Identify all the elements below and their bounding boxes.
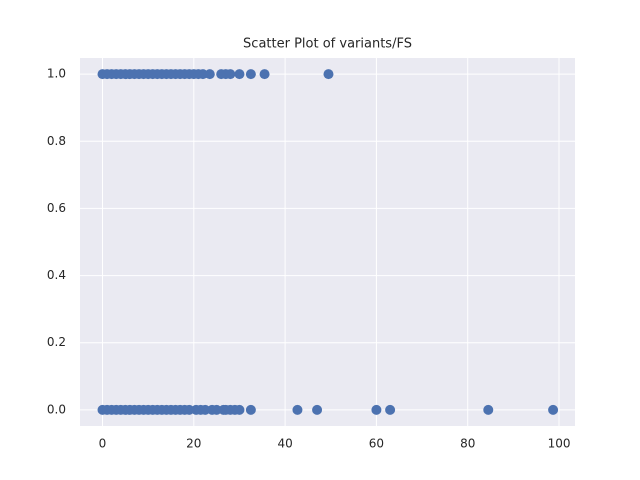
point xyxy=(197,69,208,80)
y-tick-label: 1.0 xyxy=(47,67,66,81)
point xyxy=(312,404,323,415)
point xyxy=(548,404,559,415)
point xyxy=(371,404,382,415)
x-tick-label: 0 xyxy=(99,437,107,451)
y-tick-label: 0.8 xyxy=(47,134,66,148)
point xyxy=(200,404,211,415)
point xyxy=(211,404,222,415)
point xyxy=(245,404,256,415)
y-tick-label: 0.4 xyxy=(47,268,66,282)
point xyxy=(483,404,494,415)
point xyxy=(204,69,215,80)
point xyxy=(245,69,256,80)
x-tick-label: 40 xyxy=(277,437,292,451)
x-tick-label: 60 xyxy=(369,437,384,451)
point xyxy=(323,69,334,80)
y-tick-label: 0.2 xyxy=(47,335,66,349)
y-tick-label: 0.0 xyxy=(47,402,66,416)
point xyxy=(259,69,270,80)
point xyxy=(234,69,245,80)
chart-title: Scatter Plot of variants/FS xyxy=(243,37,412,52)
x-tick-label: 100 xyxy=(548,437,571,451)
x-tick-label: 20 xyxy=(186,437,201,451)
point xyxy=(234,404,245,415)
point xyxy=(385,404,396,415)
point xyxy=(184,404,195,415)
point xyxy=(292,404,303,415)
plot-area xyxy=(80,58,575,426)
points xyxy=(97,69,559,415)
point xyxy=(225,69,236,80)
y-tick-label: 0.6 xyxy=(47,201,66,215)
x-tick-label: 80 xyxy=(460,437,475,451)
